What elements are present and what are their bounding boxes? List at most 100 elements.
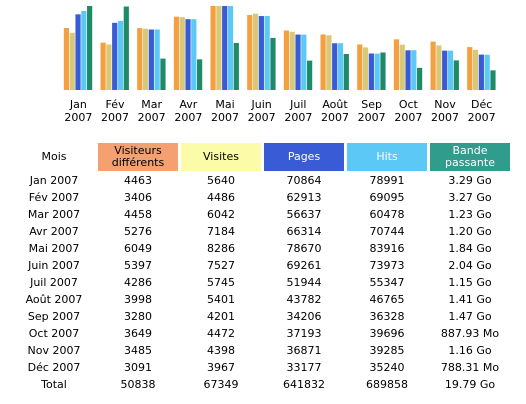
x-tick-label: 2007	[211, 111, 239, 124]
table-cell: 3485	[124, 343, 152, 357]
table-cell: 1.23 Go	[448, 207, 492, 221]
bar	[447, 50, 454, 90]
table-cell: 5640	[207, 173, 235, 187]
bar	[106, 44, 112, 90]
table-cell: Juin 2007	[28, 258, 80, 272]
table-cell: 43782	[286, 292, 322, 306]
table-cell: 70864	[286, 173, 322, 187]
table-cell: 1.84 Go	[448, 241, 492, 255]
table-cell: Total	[41, 377, 67, 391]
table-cell: 39285	[369, 343, 405, 357]
table-row: Mai 2007 6049 8286 78670 83916 1.84 Go	[13, 240, 510, 256]
bar	[252, 13, 259, 90]
bar	[472, 49, 479, 90]
table-cell: 70744	[369, 224, 405, 238]
bar	[467, 47, 473, 90]
bar	[185, 19, 191, 90]
table-cell: 56637	[286, 207, 322, 221]
table-cell: 5401	[207, 292, 235, 306]
x-tick-label: 2007	[284, 111, 312, 124]
x-tick-label: 2007	[248, 111, 276, 124]
table-cell: Nov 2007	[27, 343, 81, 357]
bar	[442, 50, 448, 90]
table-cell: Juil 2007	[30, 275, 78, 289]
table-cell: 35240	[369, 360, 405, 374]
table-cell: 66314	[286, 224, 322, 238]
table-cell: 69095	[369, 190, 405, 204]
table-cell: 51944	[286, 275, 322, 289]
bar	[283, 30, 290, 90]
table-cell: 83916	[369, 241, 405, 255]
x-tick-label: Juil	[289, 98, 306, 111]
bar	[337, 43, 344, 90]
x-tick-label: 2007	[468, 111, 496, 124]
table-cell: 19.79 Go	[444, 377, 496, 391]
table-cell: Jan 2007	[29, 173, 79, 187]
bar	[191, 19, 197, 90]
bar	[490, 70, 496, 90]
bar	[368, 53, 374, 90]
table-row: Nov 2007 3485 4398 36871 39285 1.16 Go	[13, 342, 510, 358]
table-cell: 37193	[286, 326, 322, 340]
bar	[436, 45, 442, 90]
table-cell: 67349	[203, 377, 239, 391]
bar	[69, 32, 75, 90]
header-mois: Mois	[41, 150, 67, 163]
bar	[417, 67, 423, 90]
bar	[357, 44, 363, 90]
table-cell: 36871	[286, 343, 322, 357]
x-tick-label: Mai	[215, 98, 234, 111]
x-tick-label: 2007	[174, 111, 202, 124]
header-pages: Pages	[264, 143, 344, 171]
bar	[160, 58, 166, 90]
table-cell: 33177	[286, 360, 322, 374]
table-row: Juin 2007 5397 7527 69261 73973 2.04 Go	[13, 257, 510, 273]
table-cell: 36328	[369, 309, 405, 323]
bar	[227, 6, 234, 90]
bar	[411, 50, 417, 90]
bar	[137, 28, 143, 90]
x-tick-label: Mar	[141, 98, 162, 111]
table-cell: 3649	[124, 326, 152, 340]
table-cell: Déc 2007	[27, 360, 81, 374]
x-tick-label: Jan	[69, 98, 87, 111]
table-cell: 689858	[366, 377, 408, 391]
header-hits: Hits	[347, 143, 427, 171]
x-tick-label: Sep	[361, 98, 382, 111]
header-visiteurs: Visiteurs différents	[98, 143, 178, 171]
table-cell: 4463	[124, 173, 152, 187]
table-cell: Mai 2007	[28, 241, 80, 255]
table-row: Mar 2007 4458 6042 56637 60478 1.23 Go	[13, 206, 510, 222]
table-cell: 78670	[286, 241, 322, 255]
table-cell: 4201	[207, 309, 235, 323]
monthly-stats-table: Mois Visiteurs différents Visites Pages …	[10, 142, 513, 393]
bar	[374, 53, 380, 90]
table-cell: 3280	[124, 309, 152, 323]
bar	[430, 41, 436, 90]
bar	[264, 15, 270, 91]
bar	[295, 34, 301, 90]
table-cell: 4398	[207, 343, 235, 357]
table-cell: Août 2007	[25, 292, 83, 306]
table-cell: 5745	[207, 275, 235, 289]
table-cell: 887.93 Mo	[440, 326, 500, 340]
table-row: Avr 2007 5276 7184 66314 70744 1.20 Go	[13, 223, 510, 239]
x-tick-label: 2007	[138, 111, 166, 124]
bar	[247, 15, 253, 90]
bar	[258, 16, 264, 90]
bar	[399, 44, 405, 90]
table-cell: 5397	[124, 258, 152, 272]
table-cell: 73973	[369, 258, 405, 272]
table-cell: 62913	[286, 190, 322, 204]
table-row: Août 2007 3998 5401 43782 46765 1.41 Go	[13, 291, 510, 307]
bar	[87, 6, 93, 90]
bar	[173, 16, 180, 91]
table-cell: 3967	[207, 360, 235, 374]
x-tick-label: Nov	[434, 98, 456, 111]
table-cell: 3091	[124, 360, 152, 374]
bar	[393, 39, 400, 90]
table-cell: 4486	[207, 190, 235, 204]
x-tick-label: Déc	[471, 98, 492, 111]
table-cell: Sep 2007	[27, 309, 81, 323]
x-tick-label: 2007	[358, 111, 386, 124]
